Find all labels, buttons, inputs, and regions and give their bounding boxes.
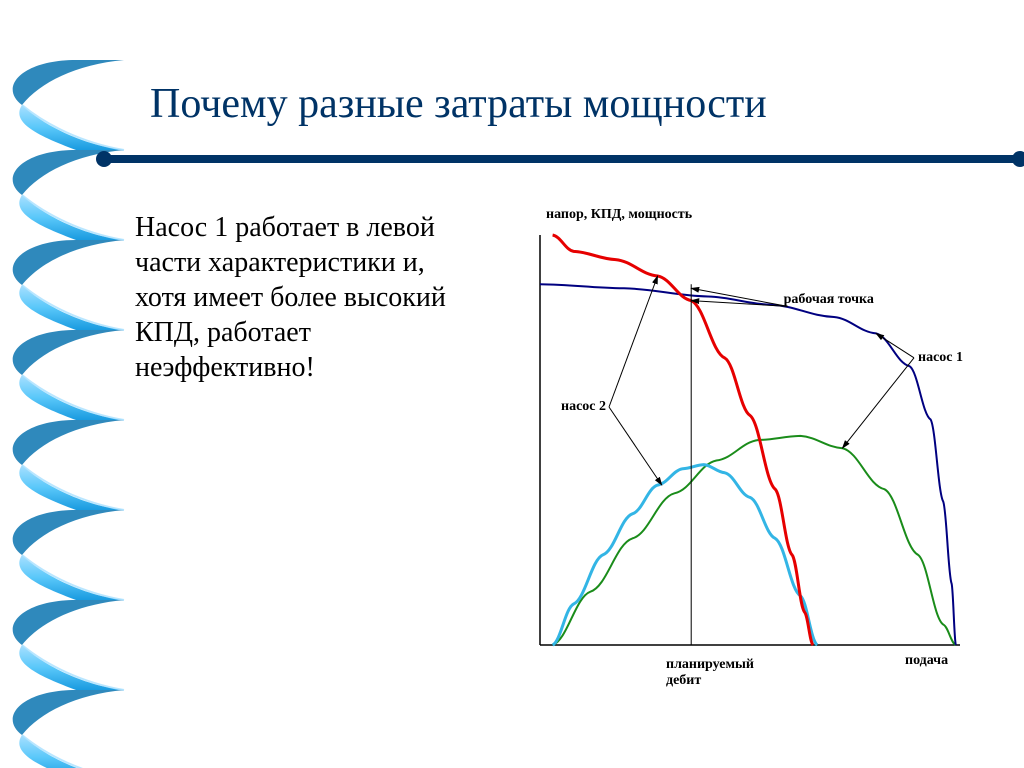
y-axis-label: напор, КПД, мощность (546, 207, 692, 223)
slide: Почему разные затраты мощности Насос 1 р… (0, 0, 1024, 768)
chart-label-nasos1: насос 1 (918, 350, 963, 366)
chart-svg (510, 195, 980, 695)
chart-label-nasos2: насос 2 (561, 399, 606, 415)
spiral-decoration (0, 0, 130, 768)
chart-label-rabochaya_tochka: рабочая точка (784, 292, 874, 308)
page-title: Почему разные затраты мощности (150, 80, 767, 128)
x-axis-label-right: подача (905, 653, 948, 669)
title-rule (100, 155, 1024, 163)
body-text: Насос 1 работает в левой части характери… (135, 210, 465, 385)
pump-chart: рабочая точка насос 1 насос 2 планируемый д… (510, 195, 980, 695)
chart-label-planiruemy_debit: планируемый дебит (666, 657, 754, 689)
